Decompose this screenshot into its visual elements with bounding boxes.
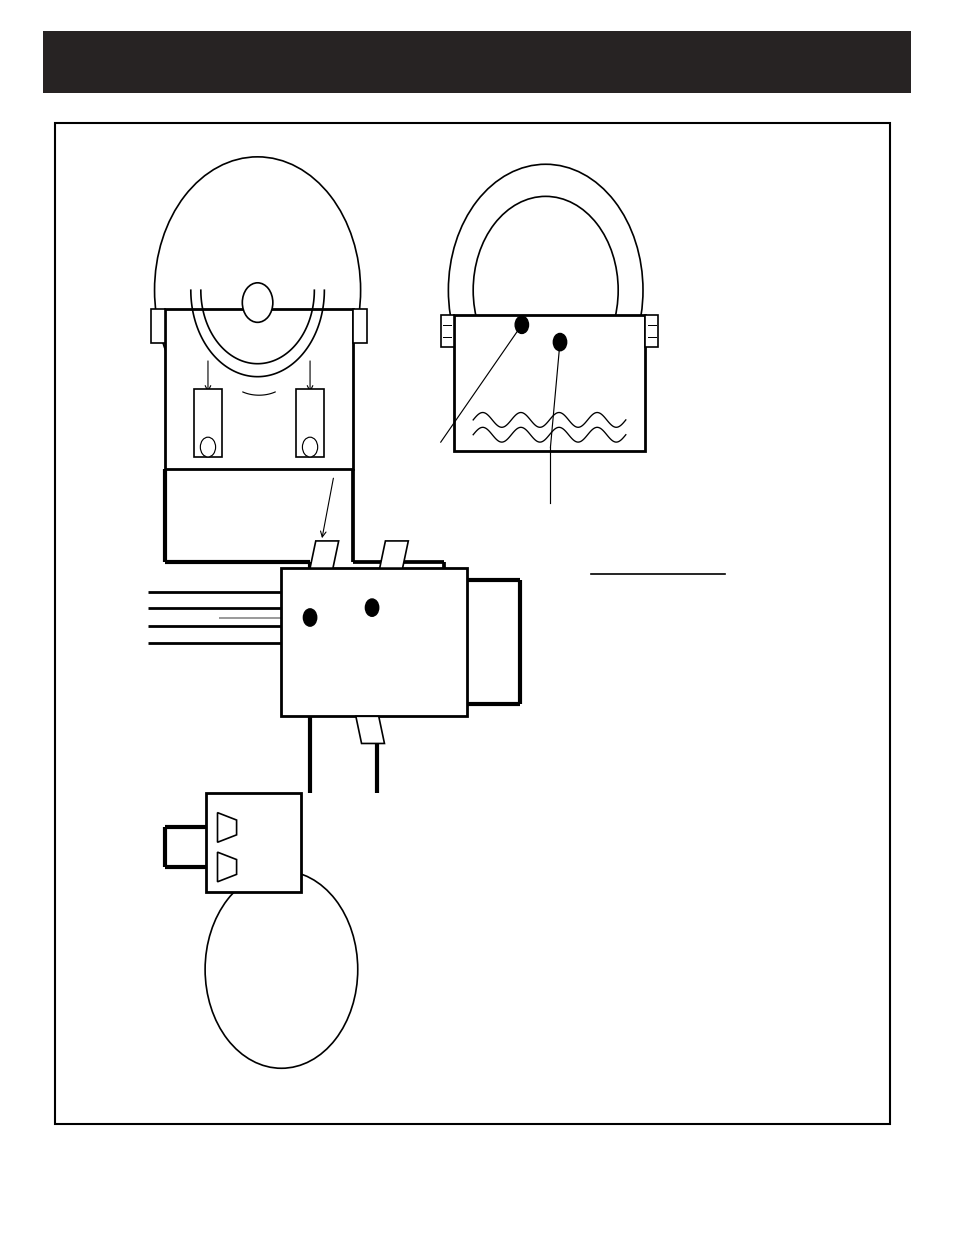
Polygon shape xyxy=(217,813,236,842)
Bar xyxy=(206,793,301,892)
Circle shape xyxy=(302,437,317,457)
Polygon shape xyxy=(217,852,236,882)
Polygon shape xyxy=(310,541,338,568)
Circle shape xyxy=(473,196,618,384)
Bar xyxy=(151,309,165,343)
Bar xyxy=(165,309,353,469)
Bar xyxy=(644,315,658,347)
Circle shape xyxy=(200,437,215,457)
Bar xyxy=(43,31,910,93)
Circle shape xyxy=(365,599,378,616)
Circle shape xyxy=(154,157,360,424)
Bar xyxy=(281,568,467,716)
Circle shape xyxy=(515,316,528,333)
Bar xyxy=(353,309,367,343)
Circle shape xyxy=(303,609,316,626)
Polygon shape xyxy=(355,716,384,743)
Bar xyxy=(454,315,644,451)
Circle shape xyxy=(553,333,566,351)
Bar xyxy=(55,124,889,1124)
Circle shape xyxy=(242,283,273,322)
Bar xyxy=(440,315,454,347)
Bar xyxy=(295,389,324,457)
Circle shape xyxy=(448,164,642,416)
Circle shape xyxy=(205,871,357,1068)
Polygon shape xyxy=(379,541,408,568)
Bar xyxy=(193,389,222,457)
